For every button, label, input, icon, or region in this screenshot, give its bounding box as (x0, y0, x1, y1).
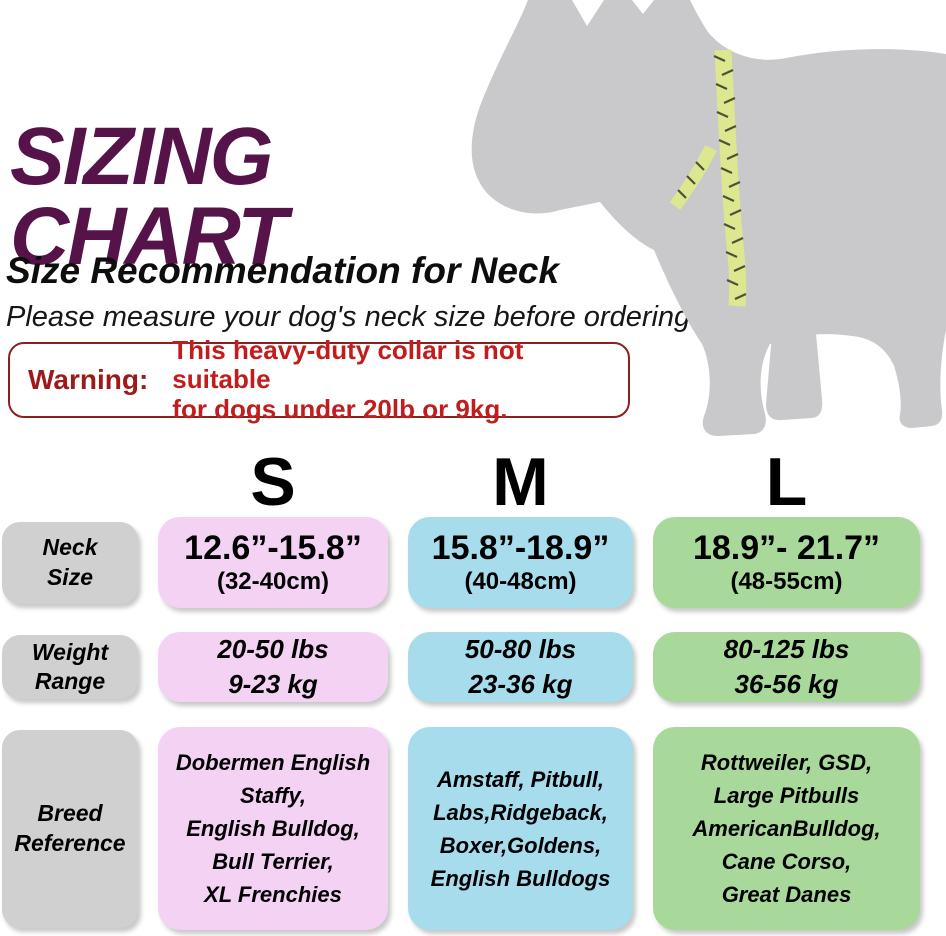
size-header-row: S M L (2, 444, 920, 520)
warning-box: Warning: This heavy-duty collar is not s… (8, 336, 630, 423)
warning-message: This heavy-duty collar is not suitable f… (172, 336, 628, 423)
column-header-m: M (492, 444, 549, 520)
weight-lbs-l: 80-125 lbs (723, 634, 850, 664)
dog-back-leg (766, 334, 823, 421)
ear-notch (632, 0, 654, 14)
row-label-neck-size: Neck Size (2, 521, 138, 604)
weight-kg-l: 36-56 kg (734, 669, 839, 700)
neck-size-cell-l: 18.9”- 21.7” (48-55cm) (653, 517, 920, 608)
warning-label: Warning: (28, 364, 149, 395)
warning-message-line1: This heavy-duty collar is not suitable (172, 335, 524, 395)
measuring-tape-ticks (677, 54, 747, 301)
ear-notch (572, 0, 604, 26)
row-label-breed-reference: Breed Reference (2, 729, 138, 928)
breed-cell-l: Rottweiler, GSD, Large Pitbulls American… (653, 727, 920, 930)
breed-list-m: Amstaff, Pitbull, Labs,Ridgeback, Boxer,… (430, 766, 611, 891)
page-title-line2: CHART (10, 191, 287, 283)
warning-message-line2: for dogs under 20lb or 9kg. (172, 393, 508, 424)
weight-cell-s: 20-50 lbs 9-23 kg (158, 632, 388, 703)
dog-silhouette-illustration (471, 0, 946, 436)
measuring-tape-icon (714, 49, 747, 307)
row-label-weight-range: Weight Range (2, 635, 138, 700)
column-header-l: L (765, 444, 808, 520)
weight-kg-s: 9-23 kg (228, 669, 318, 700)
neck-size-cell-s: 12.6”-15.8” (32-40cm) (158, 517, 388, 608)
weight-cell-m: 50-80 lbs 23-36 kg (408, 632, 633, 703)
page-title: SIZING CHART (10, 115, 287, 277)
column-header-s: S (250, 444, 296, 520)
neck-size-inches-m: 15.8”-18.9” (431, 528, 610, 567)
neck-size-cm-s: (32-40cm) (216, 568, 330, 595)
breed-cell-m: Amstaff, Pitbull, Labs,Ridgeback, Boxer,… (408, 727, 633, 930)
weight-lbs-m: 50-80 lbs (464, 634, 577, 664)
neck-size-inches-s: 12.6”-15.8” (184, 528, 362, 567)
neck-size-cm-l: (48-55cm) (730, 568, 843, 595)
neck-size-row: Neck Size 12.6”-15.8” (32-40cm) 15.8”-18… (2, 517, 920, 608)
neck-size-cm-m: (40-48cm) (464, 568, 577, 595)
neck-size-inches-l: 18.9”- 21.7” (692, 528, 881, 567)
weight-lbs-s: 20-50 lbs (217, 634, 329, 664)
weight-cell-l: 80-125 lbs 36-56 kg (653, 632, 920, 703)
breed-reference-row: Breed Reference Dobermen English Staffy,… (2, 727, 920, 930)
breed-cell-s: Dobermen English Staffy, English Bulldog… (158, 727, 388, 930)
measuring-tape-branch (669, 145, 717, 210)
tagline: Please measure your dog's neck size befo… (6, 301, 691, 333)
weight-kg-m: 23-36 kg (468, 669, 573, 700)
dog-silhouette (471, 0, 946, 436)
neck-size-cell-m: 15.8”-18.9” (40-48cm) (408, 517, 633, 608)
subtitle: Size Recommendation for Neck (6, 250, 560, 291)
page-title-line1: SIZING (10, 110, 273, 202)
breed-list-s: Dobermen English Staffy, English Bulldog… (175, 750, 371, 907)
weight-range-row: Weight Range 20-50 lbs 9-23 kg 50-80 lbs… (2, 632, 920, 703)
breed-list-l: Rottweiler, GSD, Large Pitbulls American… (692, 750, 881, 907)
